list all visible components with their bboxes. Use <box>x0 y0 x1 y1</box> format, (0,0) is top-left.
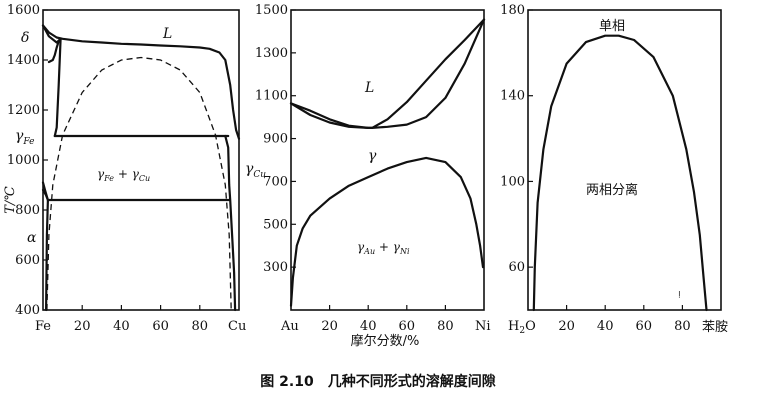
label-delta: δ <box>21 30 29 46</box>
x-cat-left-fe: Fe <box>35 319 51 334</box>
label-liquid-au-ni: L <box>364 80 374 96</box>
label-two-phase-fe-cu: γFe + γCu <box>97 167 150 183</box>
plot-frame-au-ni <box>290 9 485 311</box>
series-liquidus <box>289 18 486 130</box>
x-tick-label: 40 <box>113 319 130 334</box>
y-ticks-fe-cu: 400 600 800 1000 1200 1400 1600 <box>7 3 48 318</box>
label-two-phase-au-sub: Au <box>363 247 375 256</box>
y-tick-label: 1400 <box>7 53 40 68</box>
label-gamma-au-ni: γ <box>368 148 377 164</box>
series-metastable-gap <box>46 56 232 311</box>
x-tick-label: 40 <box>360 319 377 334</box>
x-cat-left-au: Au <box>280 319 299 334</box>
y-ticks-water-aniline: 60 100 140 180 <box>500 3 533 275</box>
y-tick-label: 1000 <box>7 153 40 168</box>
panel-fe-cu: 400 600 800 1000 1200 1400 1600 20 40 60 80 Fe Cu… <box>3 3 266 334</box>
y-tick-label: 140 <box>500 89 525 104</box>
series-liquidus <box>41 24 241 140</box>
label-liquid: L <box>162 26 172 42</box>
stray-mark: ǃ <box>678 291 681 301</box>
x-ticks-water-aniline: 20 40 60 80 <box>558 305 691 334</box>
label-gamma-fe-symbol: γ <box>15 128 24 144</box>
x-cat-right-cu: Cu <box>228 319 246 334</box>
figure-caption: 图 2.10 几种不同形式的溶解度间隙 <box>260 373 495 390</box>
y-tick-label: 180 <box>500 3 525 18</box>
y-tick-label: 400 <box>15 303 40 318</box>
series-fe-cu <box>41 24 241 312</box>
x-tick-label: 60 <box>152 319 169 334</box>
y-tick-label: 1500 <box>255 3 288 18</box>
y-tick-label: 60 <box>508 260 525 275</box>
label-two-phase-ni-sub: Ni <box>399 247 410 256</box>
label-gamma-fe-sub: Fe <box>22 137 34 147</box>
x-cat-left-water: H2O <box>508 319 536 336</box>
plot-frame-fe-cu <box>42 9 240 311</box>
label-two-phase-a-sub: Fe <box>103 174 114 183</box>
y-tick-label: 1300 <box>255 46 288 61</box>
y-tick-label: 1200 <box>7 103 40 118</box>
water-o: O <box>525 319 536 334</box>
panel-water-aniline: 60 100 140 180 20 40 60 80 H2O 苯胺 单相 两相分离 ǃ <box>500 3 728 336</box>
series-miscibility-gap <box>289 156 485 307</box>
plot-frame-water-aniline <box>527 9 722 311</box>
y-tick-label: 100 <box>500 174 525 189</box>
x-cat-right-ni: Ni <box>475 319 491 334</box>
series-gamma-fe-solvus-top <box>47 37 62 64</box>
y-tick-label: 1100 <box>255 89 288 104</box>
y-tick-label: 800 <box>15 203 40 218</box>
y-tick-label: 300 <box>263 260 288 275</box>
label-two-phase-au-ni: γAu + γNi <box>357 240 410 256</box>
y-tick-label: 600 <box>15 253 40 268</box>
label-gamma-cu: γCu <box>245 161 266 180</box>
x-tick-label: 60 <box>399 319 416 334</box>
series-au-ni <box>289 18 486 307</box>
y-tick-label: 700 <box>263 174 288 189</box>
y-tick-label: 1600 <box>7 3 40 18</box>
label-gamma-cu-sub: Cu <box>253 170 266 180</box>
series-solidus <box>289 18 486 130</box>
label-two-phase-au: γ <box>357 240 365 254</box>
x-ticks-fe-cu: 20 40 60 80 <box>74 305 208 334</box>
y-tick-label: 900 <box>263 132 288 147</box>
x-cat-right-aniline: 苯胺 <box>702 320 728 335</box>
x-tick-label: 20 <box>74 319 91 334</box>
label-two-phase-au-plus: + γ <box>375 240 401 254</box>
series-solubility-curve <box>532 34 708 312</box>
y-axis-label-temperature: T/℃ <box>3 186 18 214</box>
label-gamma-cu-symbol: γ <box>245 161 254 177</box>
label-two-phase-a: γ <box>97 167 105 181</box>
x-tick-label: 60 <box>636 319 653 334</box>
x-tick-label: 80 <box>437 319 454 334</box>
x-tick-label: 80 <box>674 319 691 334</box>
x-tick-label: 40 <box>597 319 614 334</box>
y-tick-label: 500 <box>263 217 288 232</box>
x-tick-label: 80 <box>192 319 209 334</box>
y-ticks-au-ni: 300 500 700 900 1100 1300 1500 <box>255 3 296 275</box>
x-axis-label-mole-fraction: 摩尔分数/% <box>351 333 420 349</box>
label-two-phase-b-sub: Cu <box>139 174 150 183</box>
water-sub-2: 2 <box>519 326 525 336</box>
series-gamma-fe-solvus <box>53 37 62 138</box>
series-gamma-cu-solvus <box>224 134 237 312</box>
x-tick-label: 20 <box>558 319 575 334</box>
water-h: H <box>508 319 519 334</box>
label-gamma-fe: γFe <box>15 128 34 147</box>
label-single-phase: 单相 <box>599 19 625 34</box>
label-alpha: α <box>27 230 37 246</box>
series-alpha-upper <box>41 188 50 202</box>
label-two-phase-separation: 两相分离 <box>586 182 638 198</box>
x-tick-label: 20 <box>321 319 338 334</box>
label-two-phase-plus: + γ <box>114 167 140 181</box>
series-water-aniline <box>532 34 708 312</box>
x-ticks-au-ni: 20 40 60 80 <box>321 305 454 334</box>
